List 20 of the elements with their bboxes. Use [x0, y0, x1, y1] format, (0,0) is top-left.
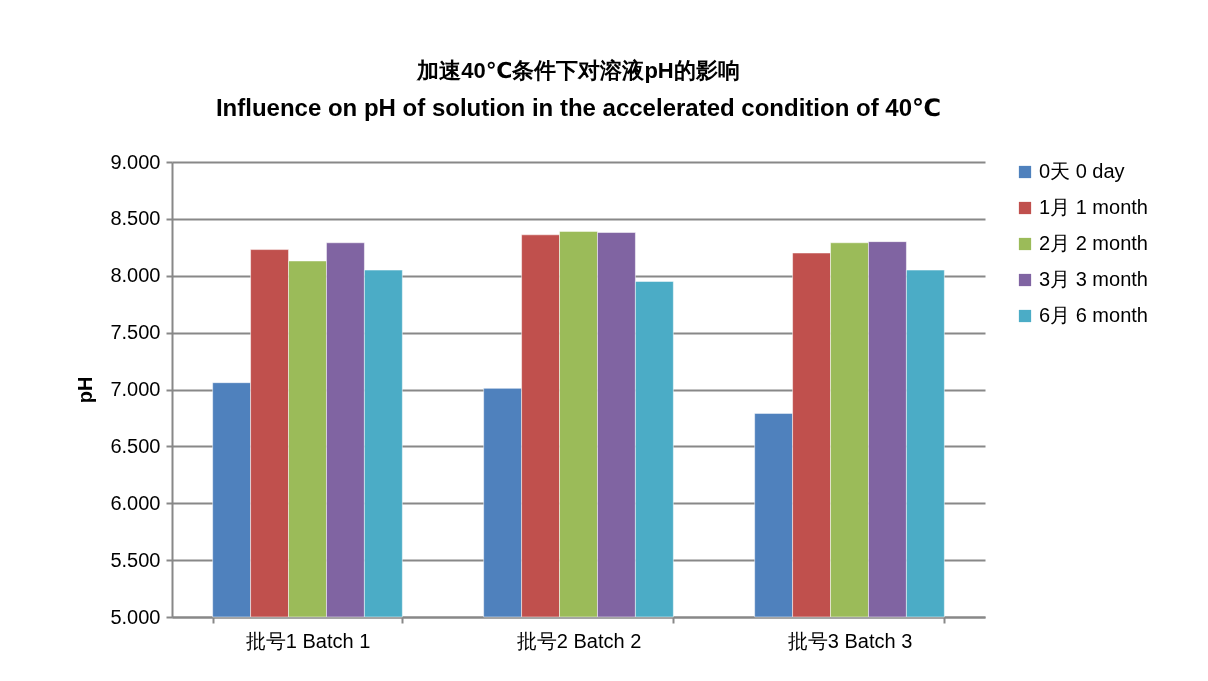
x-tick-label: 批号3 Batch 3	[787, 629, 913, 652]
y-tick-label: 8.000	[110, 264, 161, 287]
y-tick-label: 9.000	[110, 150, 161, 173]
y-tick-label: 5.500	[110, 548, 161, 571]
y-tick-label: 5.000	[110, 605, 161, 628]
y-tick-label: 8.500	[110, 207, 161, 230]
x-tick-label: 批号2 Batch 2	[516, 629, 642, 652]
y-axis-title: pH	[74, 376, 97, 404]
y-tick-label: 7.000	[110, 378, 161, 400]
legend-label: 2月 2 month	[1039, 232, 1148, 254]
y-tick-label: 7.500	[110, 321, 161, 344]
chart-subtitle: Influence on pH of solution in the accelerated condition of 40℃	[215, 94, 942, 121]
legend-label: 0天 0 day	[1039, 160, 1125, 182]
legend-label: 6月 6 month	[1039, 304, 1148, 326]
legend-label: 3月 3 month	[1039, 268, 1148, 290]
chart-title: 加速40℃条件下对溶液pH的影响	[416, 58, 740, 83]
legend-label: 1月 1 month	[1039, 196, 1148, 218]
x-tick-label: 批号1 Batch 1	[245, 629, 371, 652]
y-tick-label: 6.000	[110, 491, 161, 514]
y-tick-label: 6.500	[110, 434, 161, 457]
